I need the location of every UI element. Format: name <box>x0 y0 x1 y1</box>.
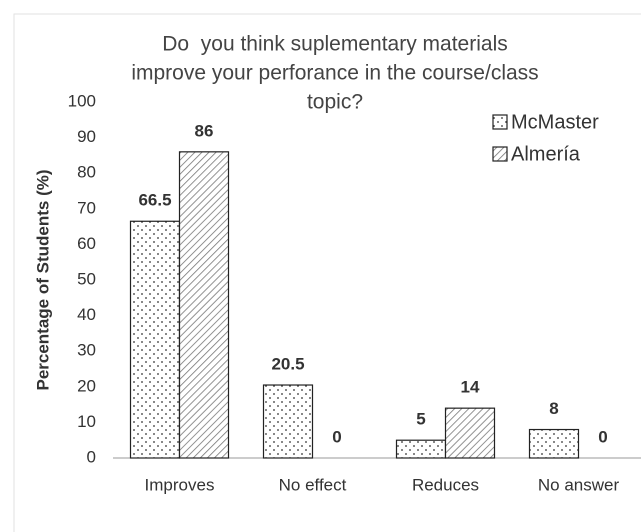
x-tick-label: No answer <box>538 475 620 494</box>
y-tick-label: 90 <box>77 127 96 146</box>
chart-title: Do you think suplementary materials <box>162 33 508 56</box>
bar <box>262 384 314 459</box>
legend-swatch <box>492 114 508 130</box>
value-label: 5 <box>416 410 425 429</box>
bar <box>178 151 230 459</box>
value-label: 0 <box>332 427 341 446</box>
bar <box>129 220 181 459</box>
x-tick-label: No effect <box>279 475 347 494</box>
legend-label: Almería <box>511 143 581 165</box>
value-label: 8 <box>549 399 558 418</box>
legend-label: McMaster <box>511 111 599 133</box>
y-tick-label: 30 <box>77 341 96 360</box>
x-tick-label: Improves <box>145 475 215 494</box>
y-tick-label: 10 <box>77 412 96 431</box>
value-label: 14 <box>461 378 480 397</box>
y-tick-label: 100 <box>68 91 96 110</box>
value-label: 86 <box>195 121 214 140</box>
value-label: 20.5 <box>271 355 304 374</box>
y-tick-label: 70 <box>77 198 96 217</box>
value-label: 0 <box>598 427 607 446</box>
y-axis-label: Percentage of Students (%) <box>33 169 52 390</box>
x-tick-label: Reduces <box>412 475 479 494</box>
legend-swatch <box>492 146 508 162</box>
bar <box>444 407 496 459</box>
bar <box>528 428 580 459</box>
chart-title: topic? <box>307 91 363 114</box>
y-tick-label: 60 <box>77 234 96 253</box>
chart-title: improve your perforance in the course/cl… <box>131 62 538 85</box>
y-tick-label: 40 <box>77 305 96 324</box>
y-tick-label: 0 <box>87 447 96 466</box>
y-tick-label: 80 <box>77 163 96 182</box>
bar <box>395 439 447 459</box>
y-tick-label: 50 <box>77 269 96 288</box>
value-label: 66.5 <box>138 191 171 210</box>
y-tick-label: 20 <box>77 376 96 395</box>
